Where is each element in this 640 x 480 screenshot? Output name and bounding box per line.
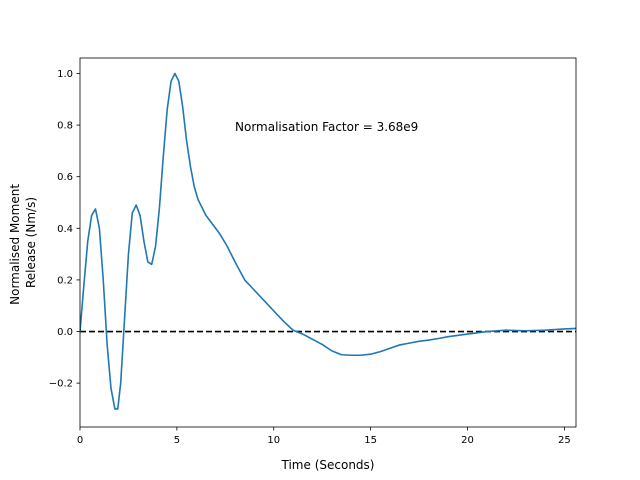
plot-area (80, 72, 576, 410)
x-tick-label: 5 (174, 435, 180, 446)
x-tick-label: 20 (461, 435, 474, 446)
y-tick-label: 0.0 (57, 327, 73, 338)
x-tick-label: 25 (558, 435, 571, 446)
y-tick-label: −0.2 (49, 379, 73, 390)
axes: 0 5 10 15 20 25 −0.2 0.0 0.2 0.4 0.6 0.8 1.0 (49, 57, 577, 446)
y-axis-label: Normalised Moment Release (Nm/s) (8, 180, 38, 305)
plot-frame (79, 57, 577, 428)
y-tick-label: 0.2 (57, 275, 73, 286)
y-tick-label: 0.8 (57, 121, 73, 132)
x-tick-label: 10 (267, 435, 280, 446)
x-tick-label: 15 (364, 435, 377, 446)
x-axis-label: Time (Seconds) (281, 458, 375, 472)
normalisation-annotation: Normalisation Factor = 3.68e9 (235, 120, 418, 134)
y-tick-label: 0.4 (57, 224, 73, 235)
y-axis-label-line-2: Release (Nm/s) (24, 197, 38, 288)
y-tick-label: 0.6 (57, 172, 73, 183)
y-tick-label: 1.0 (57, 69, 73, 80)
series-line-0 (80, 72, 576, 410)
x-tick-label: 0 (77, 435, 83, 446)
y-axis-label-line-1: Normalised Moment (8, 184, 22, 305)
